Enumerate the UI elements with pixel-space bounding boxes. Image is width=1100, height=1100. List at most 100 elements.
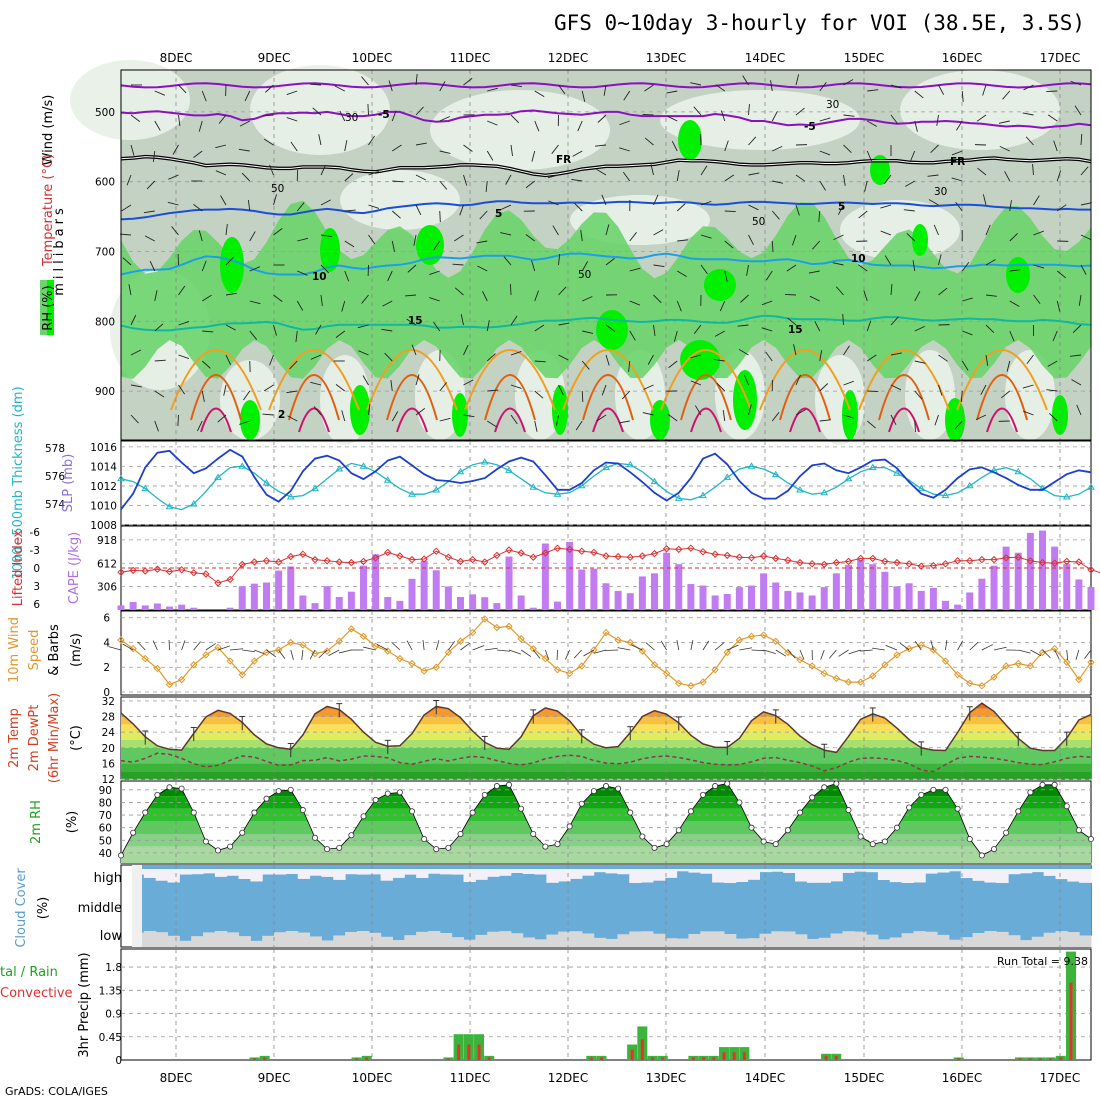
wind-barb [392, 144, 402, 152]
low-cloud-gap [534, 939, 547, 947]
isotherm-30-lobe [494, 407, 526, 433]
wind-barb [225, 224, 228, 236]
slp-point [399, 455, 401, 458]
cape-bar [917, 590, 925, 610]
wind-speed-point [832, 674, 841, 683]
precip-tick-label: 0 [115, 1055, 122, 1067]
wind-barb [263, 138, 274, 146]
high-cloud-gap [605, 869, 618, 874]
thickness-point [796, 486, 804, 493]
isotherm-30-lobe [396, 407, 428, 433]
wind-barb [843, 345, 850, 356]
isotherm-25-lobe [582, 374, 634, 421]
wind-barb [202, 294, 212, 302]
wind-barb [225, 292, 237, 296]
lifted-index-point [177, 566, 186, 574]
wind-barb [784, 293, 797, 296]
wind-barb [1056, 204, 1067, 212]
surface-wind-barb [981, 644, 993, 651]
contour-label: FR [556, 154, 571, 166]
wind-barb [178, 384, 186, 395]
cape-bar [699, 585, 707, 610]
thickness-line [120, 461, 1092, 511]
surface-wind-barb [775, 649, 787, 657]
wind-barb [485, 180, 488, 192]
wind-speed-point [723, 648, 731, 657]
low-cloud-gap [1008, 935, 1021, 947]
date-label-top: 10DEC [352, 51, 392, 65]
dewpoint-line [120, 752, 1092, 773]
low-cloud-gap [641, 931, 654, 947]
rh-point [760, 838, 767, 845]
wind-barb [857, 264, 868, 272]
wind-speed-point [784, 648, 792, 657]
lifted-index-point [214, 579, 222, 587]
rh-saturated-region [678, 120, 702, 160]
high-cloud-gap [274, 869, 287, 875]
wind-barb [1033, 230, 1044, 236]
wind-barb [771, 412, 780, 422]
surface-wind-barb [309, 649, 316, 660]
slp-point [132, 492, 134, 495]
wind-tick-label: 2 [103, 662, 110, 674]
wind-barb [459, 204, 464, 216]
wind-barb [243, 390, 251, 401]
cloud-level-label: high [94, 871, 122, 886]
wind-barb [487, 120, 498, 126]
surface-wind-barb [848, 649, 861, 655]
wind-barb [742, 75, 749, 86]
wind-barb [647, 354, 654, 365]
wind-barb [262, 114, 274, 117]
wind-speed-point [190, 661, 198, 669]
low-cloud-gap [510, 933, 524, 947]
surface-wind-barb [376, 644, 388, 651]
high-cloud-gap [439, 869, 453, 875]
wind-barb [144, 235, 155, 242]
wind-barb [382, 300, 393, 307]
wind-barb [296, 300, 304, 311]
rh-point [542, 843, 549, 850]
slp-point [265, 493, 268, 496]
surface-wind-barb [484, 647, 498, 651]
rh-point [457, 830, 464, 837]
wind-speed-point [978, 682, 986, 690]
precip-convective-bar [732, 1052, 736, 1060]
lifted-index-point [1050, 559, 1059, 567]
high-cloud-gap [842, 869, 855, 873]
rh-point [906, 804, 913, 811]
wind-barb [1002, 90, 1011, 100]
slp-point [968, 468, 971, 471]
cape-bar [444, 586, 452, 610]
wind-barb [1009, 269, 1021, 272]
lifted-index-point [929, 561, 938, 570]
wind-speed-point [396, 654, 404, 663]
wind-barb [1009, 300, 1020, 307]
surface-wind-barb [460, 642, 471, 651]
wind-barb [867, 390, 879, 393]
low-cloud-gap [664, 938, 678, 947]
rh-point [942, 786, 949, 793]
wind-barb [381, 328, 393, 332]
wind-barb [391, 411, 399, 422]
wind-barb [1080, 166, 1089, 176]
low-cloud-gap [155, 932, 169, 947]
surface-wind-barb [605, 649, 619, 651]
precip-convective-bar [1018, 1058, 1022, 1060]
thickness-point [165, 502, 174, 510]
wind-barb [510, 315, 518, 326]
wind-barb [215, 170, 227, 176]
wind-barb [642, 113, 654, 116]
wind-barb [263, 384, 274, 392]
rh-point [408, 808, 415, 815]
rh-point [833, 780, 840, 787]
slp-point [605, 461, 607, 464]
date-label-top: 15DEC [844, 51, 884, 65]
wind-barb [884, 174, 892, 185]
isotherm-25-lobe [484, 374, 536, 421]
isotherm-25-lobe [878, 374, 930, 421]
wind-barb [1046, 389, 1058, 392]
wind-barb [1047, 114, 1058, 122]
wind-barb [582, 330, 594, 334]
precip-convective-bar [1038, 1058, 1042, 1060]
wind-barb [951, 150, 963, 156]
